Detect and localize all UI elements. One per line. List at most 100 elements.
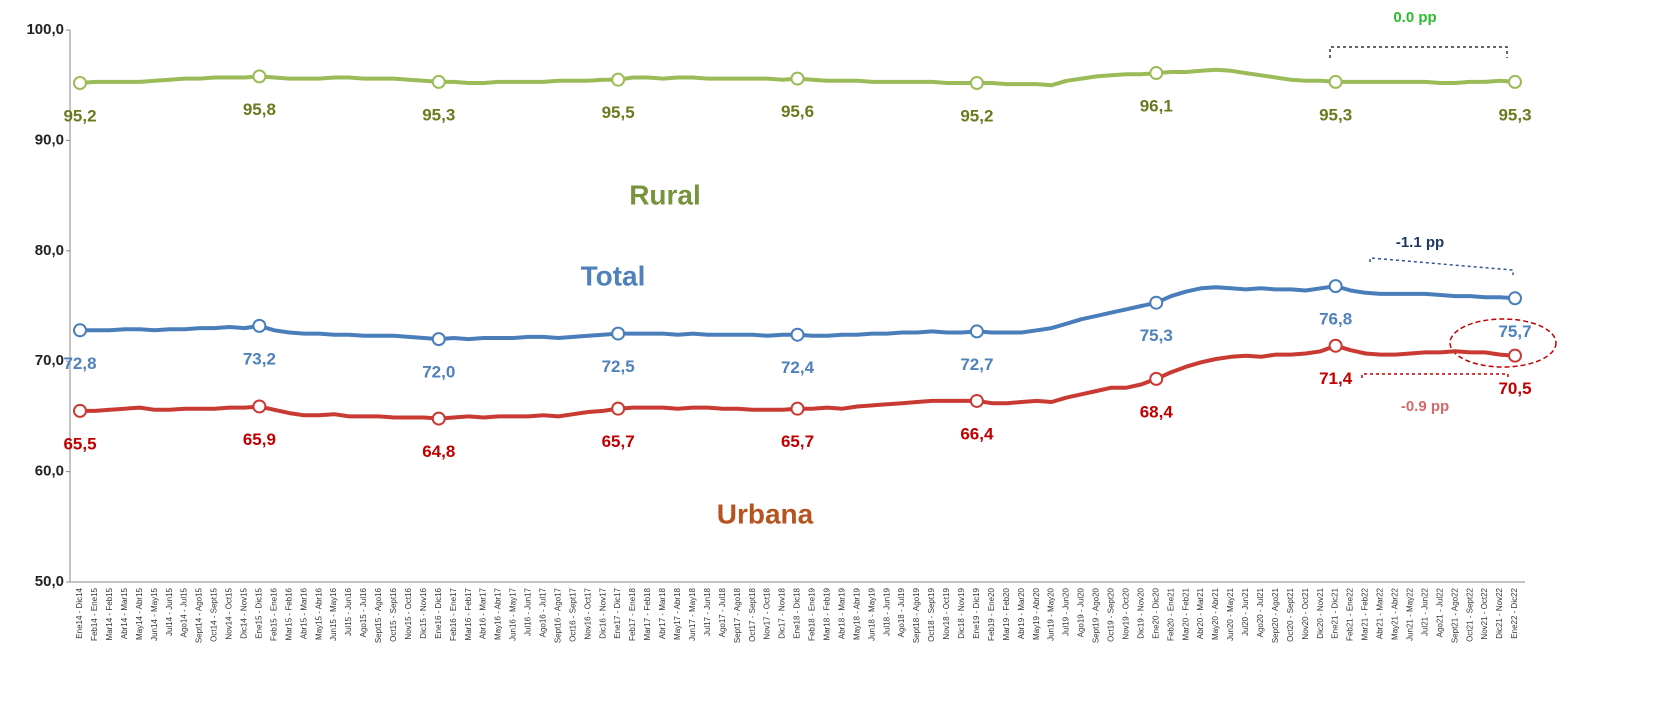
marker: [1508, 348, 1522, 363]
annotation: -0.9 pp: [1401, 398, 1449, 415]
bracket: [1369, 257, 1514, 275]
x-tick-label: Abr14 - Mar15: [120, 587, 129, 639]
x-tick-label: Jun16 - May17: [509, 587, 518, 640]
x-tick-label: Nov16 - Oct17: [583, 587, 592, 639]
value-label: 95,8: [243, 100, 276, 119]
x-tick-label: Jul18 - Jun19: [882, 587, 891, 636]
x-tick-label: Dic18 - Nov19: [957, 587, 966, 638]
x-tick-label: Dic19 - Nov20: [1136, 587, 1145, 638]
x-tick-label: Dic16 - Nov17: [598, 587, 607, 638]
marker: [1328, 74, 1343, 89]
marker: [252, 69, 267, 84]
marker: [1328, 279, 1343, 294]
x-tick-label: Nov14 - Oct15: [225, 587, 234, 639]
marker: [431, 74, 446, 89]
value-label: 72,8: [63, 354, 96, 373]
x-tick-label: Oct15 - Sept16: [389, 587, 398, 641]
marker: [252, 399, 267, 414]
series-name: Total: [581, 260, 646, 291]
x-tick-label: Jun18 - May19: [867, 587, 876, 640]
value-label: 95,2: [63, 106, 96, 125]
x-tick-label: Mar19 - Feb20: [1002, 587, 1011, 640]
x-tick-label: Nov21 - Oct22: [1480, 587, 1489, 639]
x-tick-label: Ene20 - Dic20: [1151, 587, 1160, 638]
value-label: 95,6: [781, 102, 814, 121]
series-name: Urbana: [717, 498, 814, 529]
x-tick-label: Sept14 - Ago15: [195, 587, 204, 643]
x-tick-label: Mar20 - Feb21: [1181, 587, 1190, 640]
value-label: 75,7: [1498, 322, 1531, 341]
x-tick-label: Ago18 - Jul19: [897, 587, 906, 637]
x-tick-label: Ago21 - Jul22: [1435, 587, 1444, 637]
value-label: 95,3: [422, 105, 455, 124]
x-tick-label: Ago19 - Jul20: [1077, 587, 1086, 637]
marker: [790, 327, 805, 342]
x-tick-label: May14 - Abr15: [135, 587, 144, 640]
x-tick-label: Abr17 - Mar18: [658, 587, 667, 639]
marker: [611, 72, 626, 87]
x-tick-label: Feb20 - Ene21: [1166, 587, 1175, 640]
x-tick-label: Jun15 - May16: [329, 587, 338, 640]
annotation: 0.0 pp: [1393, 9, 1436, 26]
x-tick-label: Ago17 - Jul18: [718, 587, 727, 637]
bracket: [1361, 373, 1509, 380]
marker: [431, 332, 446, 347]
x-tick-label: Ago14 - Jul15: [180, 587, 189, 637]
x-tick-label: Oct17 - Sept18: [748, 587, 757, 641]
x-tick-label: Ene17 - Dic17: [613, 587, 622, 638]
x-tick-label: Ene15 - Dic15: [254, 587, 263, 638]
x-tick-label: Feb21 - Ene22: [1346, 587, 1355, 640]
x-tick-label: Nov15 - Oct16: [404, 587, 413, 639]
y-tick-label: 60,0: [35, 463, 64, 480]
x-tick-label: Feb17 - Ene18: [628, 587, 637, 640]
marker: [790, 71, 805, 86]
value-label: 75,3: [1140, 326, 1173, 345]
value-label: 72,0: [422, 363, 455, 382]
value-label: 72,5: [602, 357, 635, 376]
y-tick-label: 100,0: [26, 21, 64, 38]
marker: [252, 318, 267, 333]
x-tick-label: Nov20 - Oct21: [1301, 587, 1310, 639]
x-tick-label: Sept18 - Ago19: [912, 587, 921, 643]
x-tick-label: Ago16 - Jul17: [538, 587, 547, 637]
x-tick-label: Sept21 - Ago22: [1450, 587, 1459, 643]
annotation: -1.1 pp: [1396, 234, 1444, 251]
x-tick-label: Jun21 - May22: [1405, 587, 1414, 640]
x-tick-label: Sept19 - Ago20: [1092, 587, 1101, 643]
x-tick-label: Feb14 - Ene15: [90, 587, 99, 640]
x-tick-label: Jun20 - May21: [1226, 587, 1235, 640]
x-tick-label: Nov19 - Oct20: [1121, 587, 1130, 639]
x-tick-label: Oct16 - Sept17: [568, 587, 577, 641]
x-tick-label: May17 - Abr18: [673, 587, 682, 640]
bracket: [1329, 46, 1508, 58]
marker: [611, 326, 626, 341]
x-tick-label: Ene18 - Dic18: [793, 587, 802, 638]
value-label: 72,4: [781, 358, 815, 377]
x-tick-label: Dic17 - Nov18: [778, 587, 787, 638]
value-label: 64,8: [422, 442, 455, 461]
x-tick-label: Jul20 - Jun21: [1241, 587, 1250, 636]
value-label: 70,5: [1498, 379, 1531, 398]
x-tick-label: Sept17 - Ago18: [733, 587, 742, 643]
marker: [431, 411, 446, 426]
x-tick-label: May20 - Abr21: [1211, 587, 1220, 640]
value-label: 65,7: [781, 432, 814, 451]
x-tick-label: Jul15 - Jun16: [344, 587, 353, 636]
x-tick-label: Jul14 - Jun15: [165, 587, 174, 636]
x-tick-label: Sept15 - Ago16: [374, 587, 383, 643]
x-tick-label: Sept16 - Ago17: [553, 587, 562, 643]
value-label: 95,3: [1319, 105, 1352, 124]
x-tick-label: Abr15 - Mar16: [299, 587, 308, 639]
x-tick-label: Abr18 - Mar19: [837, 587, 846, 639]
x-tick-label: Dic14 - Nov15: [240, 587, 249, 638]
marker: [790, 401, 805, 416]
x-tick-label: Jul16 - Jun17: [524, 587, 533, 636]
x-tick-label: Oct14 - Sept15: [210, 587, 219, 641]
x-tick-label: Ene19 - Dic19: [972, 587, 981, 638]
x-tick-label: Abr19 - Mar20: [1017, 587, 1026, 639]
value-label: 66,4: [960, 424, 994, 443]
x-tick-label: Jun17 - May18: [688, 587, 697, 640]
x-tick-label: Oct19 - Sept20: [1107, 587, 1116, 641]
x-tick-label: Oct20 - Sept21: [1286, 587, 1295, 641]
x-tick-label: Mar18 - Feb19: [823, 587, 832, 640]
